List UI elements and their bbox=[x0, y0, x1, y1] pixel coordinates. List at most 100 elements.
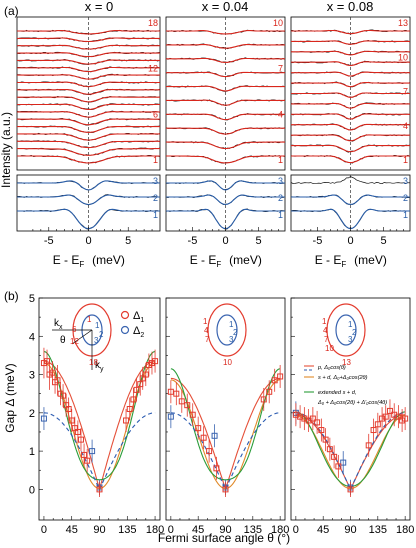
curve-index-label: 1 bbox=[403, 210, 408, 220]
delta1-point bbox=[382, 413, 389, 420]
x-tick-label: 0 bbox=[293, 524, 299, 536]
fermi-surface-inner bbox=[216, 314, 238, 346]
delta1-point bbox=[309, 415, 316, 422]
panel-a-xlabel-unit: (meV) bbox=[354, 253, 387, 267]
x-tick-label: 135 bbox=[369, 524, 387, 536]
model-curve-s-plus-d bbox=[295, 414, 406, 490]
curve-index-label: 13 bbox=[398, 18, 408, 28]
delta1-point bbox=[365, 442, 372, 449]
x-tick-label: 45 bbox=[66, 524, 78, 536]
delta1-point bbox=[54, 377, 61, 384]
delta1-point bbox=[347, 486, 354, 493]
delta1-point bbox=[142, 371, 149, 378]
fs-index-label: 1 bbox=[203, 317, 208, 326]
x-tick-label: 5 bbox=[125, 235, 131, 247]
fs-index-label: 3 bbox=[94, 336, 99, 345]
delta1-point bbox=[139, 375, 146, 382]
fermi-surface-inner bbox=[335, 314, 357, 346]
panel-a-xlabel: E - EF bbox=[190, 253, 222, 269]
edc-fit bbox=[291, 155, 410, 164]
edc-fit bbox=[17, 126, 160, 133]
curve-index-label: 2 bbox=[153, 193, 158, 203]
kx-label: kx bbox=[54, 318, 63, 331]
delta1-point bbox=[399, 417, 406, 424]
column-title-x0: x = 0 bbox=[85, 0, 114, 14]
delta1-point bbox=[297, 413, 304, 420]
curve-index-label: 6 bbox=[153, 109, 158, 119]
legend-delta1-marker bbox=[120, 310, 130, 320]
x-tick-label: -5 bbox=[313, 235, 323, 247]
panel-a-label: (a) bbox=[4, 4, 19, 18]
x-tick-label: 0 bbox=[347, 235, 353, 247]
delta1-point bbox=[266, 388, 273, 395]
curve-index-label: 3 bbox=[403, 176, 408, 186]
x-tick-label: 0 bbox=[168, 524, 174, 536]
curve-index-label: 1 bbox=[153, 155, 158, 165]
edc-fit bbox=[17, 37, 160, 43]
delta1-point bbox=[148, 360, 155, 367]
x-tick-label: -5 bbox=[188, 235, 198, 247]
panel-a-xlabel: E - EF bbox=[315, 253, 347, 269]
curve-index-label: 12 bbox=[148, 64, 158, 74]
edc-fit bbox=[291, 123, 410, 131]
delta1-point bbox=[260, 396, 267, 403]
delta1-point bbox=[402, 415, 409, 422]
edc-fit bbox=[291, 134, 410, 142]
delta1-point bbox=[335, 463, 342, 470]
delta1-point bbox=[81, 451, 88, 458]
edc-fit bbox=[17, 118, 160, 126]
edc-fit bbox=[17, 52, 160, 58]
curve-index-label: 3 bbox=[278, 176, 283, 186]
curve-index-label: 3 bbox=[153, 176, 158, 186]
y-tick-label: 4 bbox=[29, 331, 35, 343]
delta1-point bbox=[395, 413, 402, 420]
fs-index-label: 1 bbox=[87, 315, 92, 324]
delta1-point bbox=[370, 427, 377, 434]
edc-fit bbox=[17, 180, 160, 191]
fs-index-label: 18 bbox=[89, 358, 98, 367]
edc-fit bbox=[291, 61, 410, 66]
delta1-point bbox=[126, 406, 133, 412]
fs-index-label: 4 bbox=[323, 326, 328, 335]
edc-fit bbox=[166, 43, 285, 49]
x-tick-label: -5 bbox=[44, 235, 54, 247]
fs-index-label: 10 bbox=[325, 344, 334, 353]
edc-fit bbox=[166, 141, 285, 150]
panel-b: (b) Gap Δ (meV) Fermi surface angle θ (°… bbox=[3, 289, 414, 545]
delta1-point bbox=[331, 453, 338, 460]
model-curve-delta2 bbox=[170, 412, 281, 491]
edc-fit bbox=[166, 30, 285, 35]
delta1-point bbox=[326, 446, 333, 453]
delta1-point bbox=[184, 402, 191, 409]
delta1-point bbox=[271, 377, 278, 384]
edc-fit bbox=[17, 148, 160, 156]
edc-fit bbox=[166, 155, 285, 164]
delta2-point bbox=[40, 415, 47, 422]
delta1-point bbox=[133, 386, 140, 393]
ky-label: ky bbox=[95, 360, 104, 373]
edc-fit bbox=[17, 59, 160, 65]
edc-fit bbox=[17, 140, 160, 149]
edc-fit bbox=[166, 99, 285, 106]
curve-index-label: 1 bbox=[153, 210, 158, 220]
y-tick-label: 2 bbox=[29, 408, 35, 420]
edc-fit bbox=[291, 194, 410, 206]
panel-b-xlabel: Fermi surface angle θ (°) bbox=[158, 531, 290, 545]
x-tick-label: 5 bbox=[255, 235, 261, 247]
legend-model-label: Δ₀ + Δ₀cos(2θ) + Δ′₀cos(4θ) bbox=[317, 400, 387, 406]
edc-fit bbox=[166, 85, 285, 92]
curve-index-label: 1 bbox=[278, 210, 283, 220]
panel-a-xlabel: E - EF bbox=[53, 253, 85, 269]
edc-fit bbox=[166, 180, 285, 191]
edc-fit bbox=[17, 111, 160, 118]
delta1-point bbox=[65, 406, 72, 412]
panel-b-ylabel: Gap Δ (meV) bbox=[3, 363, 17, 432]
delta2-point bbox=[340, 459, 347, 466]
edc-fit bbox=[291, 144, 410, 153]
delta1-point bbox=[391, 411, 398, 418]
legend-model-label: p, Δ₀cos(θ) bbox=[317, 365, 346, 371]
x-tick-label: 0 bbox=[85, 235, 91, 247]
delta1-point bbox=[318, 427, 325, 434]
y-tick-label: 3 bbox=[29, 370, 35, 382]
